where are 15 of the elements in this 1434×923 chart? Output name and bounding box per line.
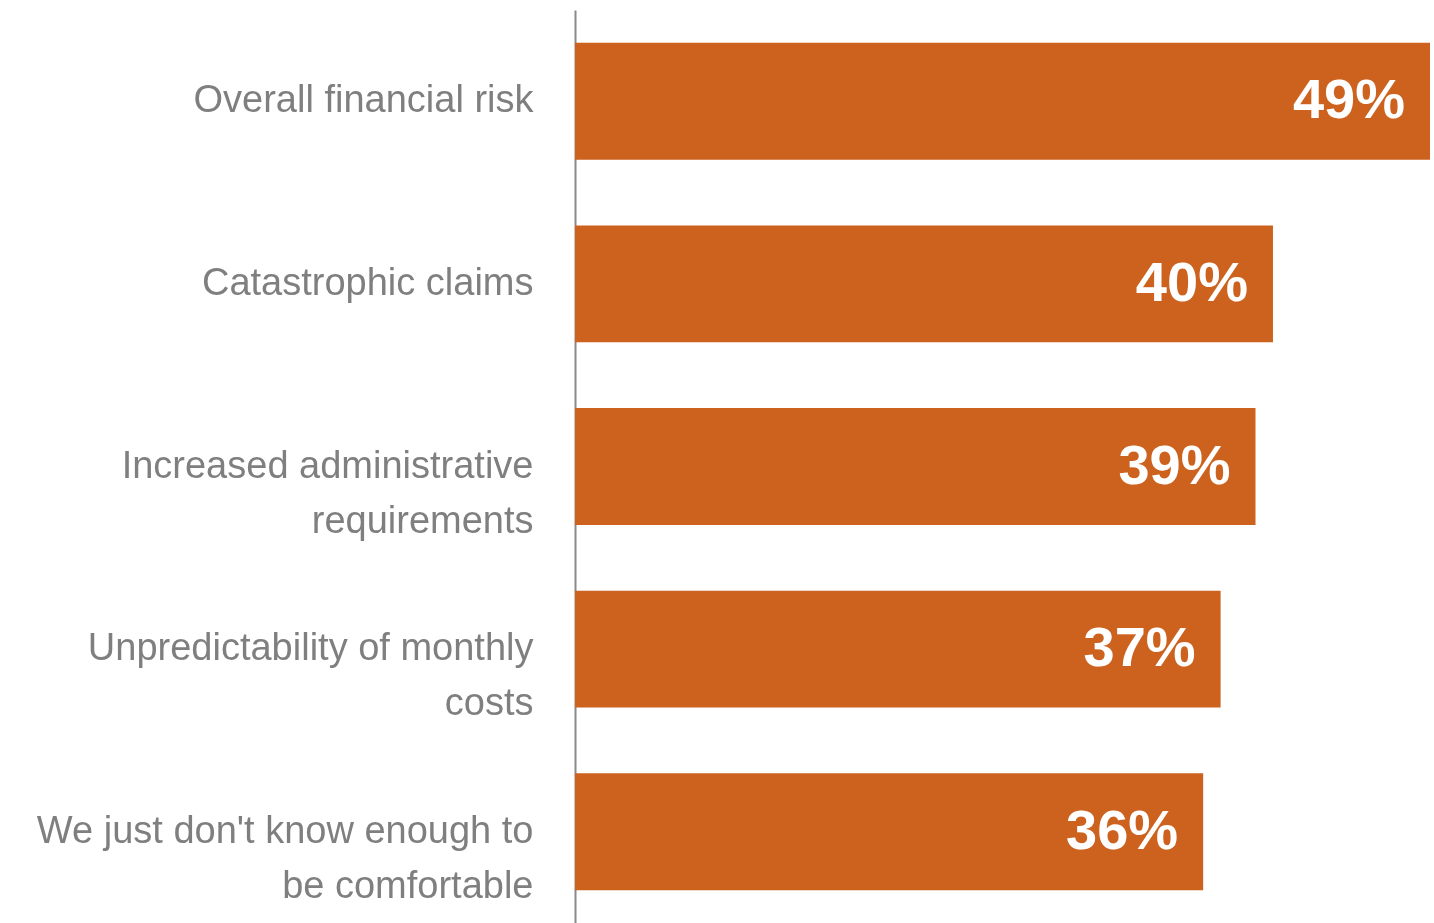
data-label: 39% [1118, 432, 1231, 496]
data-label: 36% [1066, 797, 1179, 861]
y-tick-label: Unpredictability of monthly costs [87, 626, 534, 724]
y-tick-label: We just don't know enough to be comfortable [36, 808, 534, 906]
bar [575, 773, 1204, 891]
bar [575, 225, 1273, 343]
y-tick-label: Catastrophic claims [201, 260, 534, 303]
bar [575, 42, 1430, 160]
bar [575, 408, 1256, 525]
y-tick-label: Increased administrative requirements [121, 443, 534, 541]
data-label: 49% [1292, 67, 1405, 131]
data-label: 37% [1083, 615, 1196, 679]
bar [575, 590, 1221, 708]
y-tick-label: Overall financial risk [193, 78, 535, 121]
data-label: 40% [1135, 249, 1248, 313]
